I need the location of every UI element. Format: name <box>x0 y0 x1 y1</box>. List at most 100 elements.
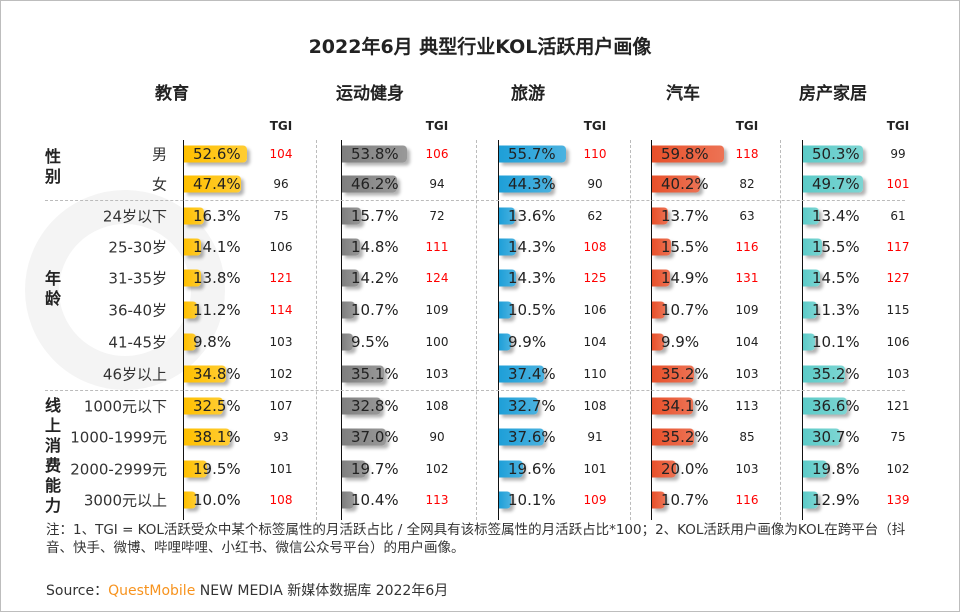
bar-value-label: 14.9% <box>661 269 709 287</box>
tgi-value: 104 <box>269 147 293 161</box>
tgi-value: 106 <box>886 335 910 349</box>
bar-value-label: 14.1% <box>193 238 241 256</box>
bar <box>342 491 355 509</box>
bar-value-label: 44.3% <box>508 175 556 193</box>
tgi-value: 101 <box>583 462 607 476</box>
bar-value-label: 13.7% <box>661 207 709 225</box>
tgi-value: 102 <box>269 367 293 381</box>
tgi-value: 108 <box>583 240 607 254</box>
tgi-value: 75 <box>890 430 906 444</box>
tgi-value: 109 <box>735 303 759 317</box>
tgi-header: TGI <box>269 119 293 133</box>
bar <box>803 175 863 193</box>
tgi-value: 110 <box>583 147 607 161</box>
tgi-value: 139 <box>886 493 910 507</box>
bar <box>803 333 816 351</box>
bar <box>184 301 198 319</box>
row-label: 25-30岁 <box>108 238 167 257</box>
axis-line <box>183 140 184 520</box>
tgi-value: 61 <box>890 209 906 223</box>
bar <box>184 365 226 383</box>
bar-value-label: 15.5% <box>812 238 860 256</box>
bar-value-label: 10.5% <box>508 301 556 319</box>
row-label: 女 <box>151 175 167 194</box>
industry-header: 汽车 <box>666 84 700 104</box>
bar-value-label: 11.3% <box>812 301 860 319</box>
bar-value-label: 10.7% <box>661 301 709 319</box>
bar <box>184 238 201 256</box>
bar <box>499 460 523 478</box>
row-label: 1000元以下 <box>83 397 167 416</box>
bar-value-label: 13.4% <box>812 207 860 225</box>
tgi-value: 90 <box>429 430 445 444</box>
row-label: 1000-1999元 <box>70 428 167 447</box>
row-label: 46岁以上 <box>102 365 167 384</box>
bar-value-label: 47.4% <box>193 175 241 193</box>
bar <box>342 207 361 225</box>
bar <box>342 145 407 163</box>
bar-value-label: 35.2% <box>661 428 709 446</box>
bar <box>652 491 665 509</box>
bar <box>803 301 817 319</box>
bar <box>652 238 671 256</box>
chart-title: 2022年6月 典型行业KOL活跃用户画像 <box>308 36 652 58</box>
tgi-value: 125 <box>583 271 607 285</box>
bar-value-label: 35.2% <box>812 365 860 383</box>
tgi-value: 115 <box>886 303 910 317</box>
tgi-value: 110 <box>583 367 607 381</box>
bar <box>652 269 670 287</box>
tgi-value: 102 <box>886 462 910 476</box>
group-divider <box>45 200 905 201</box>
bar-value-label: 14.3% <box>508 238 556 256</box>
bar <box>499 269 517 287</box>
bar <box>803 145 864 163</box>
bar <box>499 238 517 256</box>
bar-value-label: 52.6% <box>193 145 241 163</box>
bar <box>499 397 539 415</box>
bar-value-label: 10.4% <box>351 491 399 509</box>
tgi-header: TGI <box>425 119 449 133</box>
bar <box>652 460 676 478</box>
bar-value-label: 13.8% <box>193 269 241 287</box>
column-divider <box>630 140 631 520</box>
bar-value-label: 46.2% <box>351 175 399 193</box>
row-label: 41-45岁 <box>108 333 167 352</box>
bar-value-label: 10.1% <box>812 333 860 351</box>
bar-value-label: 9.9% <box>508 333 547 351</box>
bar <box>652 145 724 163</box>
bar <box>342 269 360 287</box>
bar-value-label: 35.1% <box>351 365 399 383</box>
bar-value-label: 19.7% <box>351 460 399 478</box>
tgi-value: 104 <box>583 335 607 349</box>
tgi-value: 63 <box>739 209 755 223</box>
tgi-value: 127 <box>886 271 910 285</box>
group-divider <box>45 390 905 391</box>
bar-value-label: 15.5% <box>661 238 709 256</box>
bar-value-label: 37.4% <box>508 365 556 383</box>
bar-value-label: 55.7% <box>508 145 556 163</box>
bar <box>184 460 208 478</box>
group-label: 年龄 <box>44 269 61 308</box>
group-label: 线上消费能力 <box>44 396 61 515</box>
tgi-value: 113 <box>735 399 759 413</box>
bar <box>652 333 664 351</box>
bar <box>652 175 701 193</box>
footnote: 注：1、TGI = KOL活跃受众中某个标签属性的月活跃占比 / 全网具有该标签… <box>46 522 906 556</box>
row-label: 36-40岁 <box>108 301 167 320</box>
bar-value-label: 20.0% <box>661 460 709 478</box>
tgi-value: 102 <box>425 462 449 476</box>
bar-value-label: 59.8% <box>661 145 709 163</box>
axis-line <box>498 140 499 520</box>
bar-value-label: 11.2% <box>193 301 241 319</box>
bar <box>342 301 355 319</box>
bar <box>342 333 354 351</box>
industry-header: 旅游 <box>511 84 545 104</box>
bar <box>803 269 821 287</box>
tgi-value: 106 <box>269 240 293 254</box>
bar-value-label: 32.5% <box>193 397 241 415</box>
tgi-value: 106 <box>425 147 449 161</box>
bar <box>184 491 196 509</box>
industry-header: 教育 <box>155 84 189 104</box>
tgi-value: 90 <box>587 177 603 191</box>
bar <box>342 428 387 446</box>
